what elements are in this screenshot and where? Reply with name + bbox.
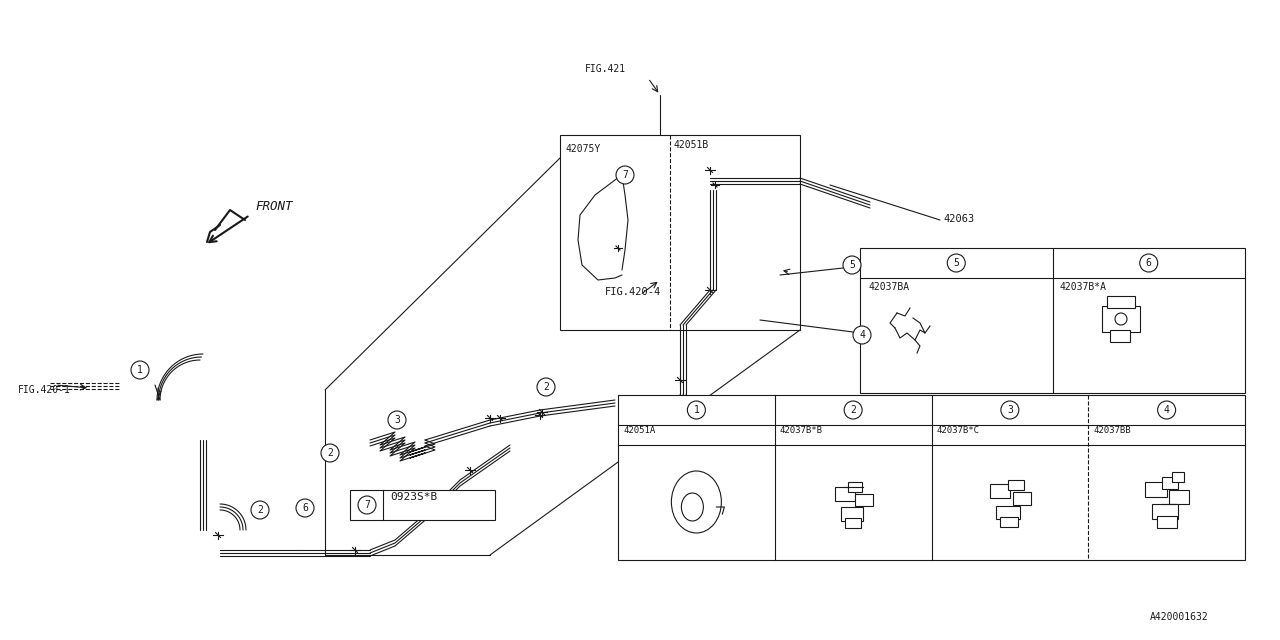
Text: 42037B*B: 42037B*B	[780, 426, 823, 435]
Bar	[349, 490, 495, 520]
Bar	[1000, 517, 1018, 527]
Text: FIG.420-1: FIG.420-1	[18, 385, 70, 395]
Circle shape	[1139, 254, 1157, 272]
Text: 42063: 42063	[943, 214, 974, 224]
Text: 2: 2	[257, 505, 262, 515]
Text: 42037B*A: 42037B*A	[1060, 282, 1107, 292]
Text: 7: 7	[364, 500, 370, 510]
Bar	[841, 507, 863, 521]
Bar	[1171, 472, 1184, 482]
Circle shape	[844, 401, 863, 419]
Bar	[996, 506, 1020, 519]
Circle shape	[616, 166, 634, 184]
Bar	[1110, 330, 1130, 342]
Bar	[1102, 306, 1140, 332]
Text: 5: 5	[849, 260, 855, 270]
Text: 3: 3	[394, 415, 399, 425]
Circle shape	[844, 256, 861, 274]
Circle shape	[1001, 401, 1019, 419]
Text: 2: 2	[328, 448, 333, 458]
Text: 2: 2	[543, 382, 549, 392]
Text: 5: 5	[954, 258, 959, 268]
Bar	[561, 135, 800, 330]
Text: A420001632: A420001632	[1149, 612, 1208, 622]
Bar	[1157, 516, 1176, 528]
Text: 42075Y: 42075Y	[564, 144, 600, 154]
Ellipse shape	[672, 471, 722, 533]
Text: 4: 4	[1164, 405, 1170, 415]
Circle shape	[388, 411, 406, 429]
Bar	[1169, 490, 1189, 504]
Text: 1: 1	[137, 365, 143, 375]
Bar	[1152, 504, 1178, 519]
Text: 42051B: 42051B	[673, 140, 708, 150]
Bar	[855, 494, 873, 506]
Text: 3: 3	[1007, 405, 1012, 415]
Circle shape	[321, 444, 339, 462]
Bar	[1007, 480, 1024, 490]
Text: 6: 6	[1146, 258, 1152, 268]
Circle shape	[358, 496, 376, 514]
Text: 42037B*C: 42037B*C	[937, 426, 979, 435]
Circle shape	[947, 254, 965, 272]
Text: 42037BB: 42037BB	[1093, 426, 1130, 435]
Bar	[835, 487, 855, 501]
Text: FRONT: FRONT	[255, 200, 293, 213]
Bar	[1144, 482, 1166, 497]
Text: FIG.420-4: FIG.420-4	[605, 287, 662, 297]
Circle shape	[131, 361, 148, 379]
Bar	[1012, 492, 1030, 505]
Text: 6: 6	[302, 503, 308, 513]
Text: 1: 1	[694, 405, 699, 415]
Text: 2: 2	[850, 405, 856, 415]
Circle shape	[852, 326, 870, 344]
Bar	[618, 395, 1245, 560]
Text: 0923S*B: 0923S*B	[390, 492, 438, 502]
Bar	[989, 484, 1010, 498]
Bar	[1162, 477, 1178, 489]
Text: 42051A: 42051A	[623, 426, 655, 435]
Circle shape	[538, 378, 556, 396]
Bar	[845, 518, 861, 528]
Circle shape	[687, 401, 705, 419]
Text: FIG.421: FIG.421	[585, 64, 626, 74]
Bar	[1107, 296, 1135, 308]
Bar	[849, 482, 863, 492]
Circle shape	[1157, 401, 1175, 419]
Bar	[860, 248, 1245, 393]
Circle shape	[251, 501, 269, 519]
Text: 42037BA: 42037BA	[868, 282, 909, 292]
Circle shape	[296, 499, 314, 517]
Text: 4: 4	[859, 330, 865, 340]
Text: 7: 7	[622, 170, 628, 180]
